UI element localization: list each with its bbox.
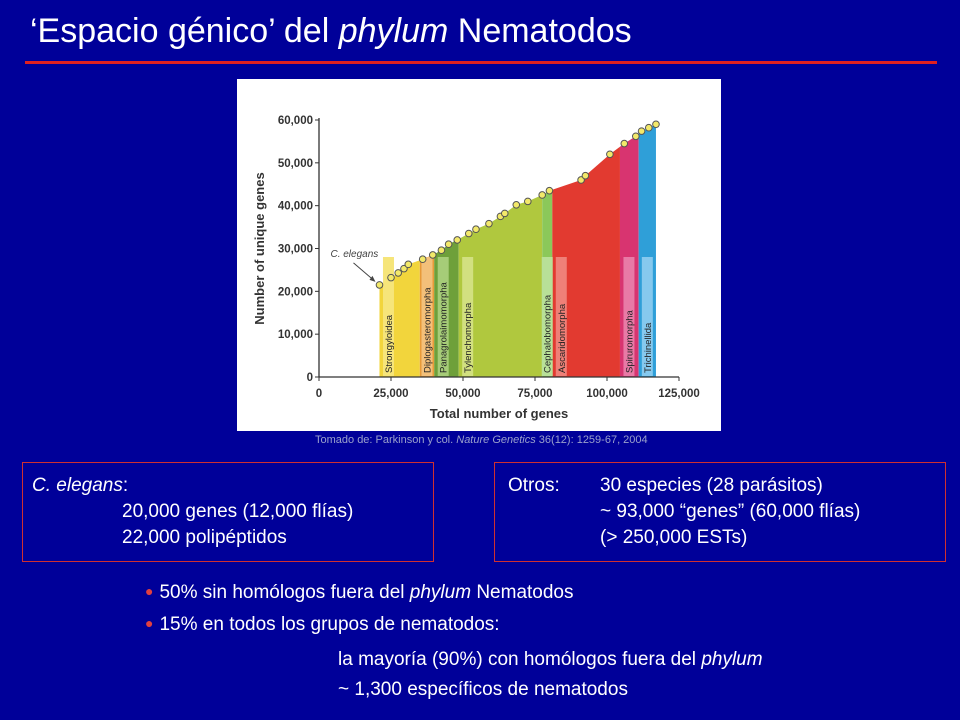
data-point [545, 186, 554, 195]
label-band-diplogasteromorpha [421, 257, 433, 376]
data-point [637, 127, 646, 135]
bullet-1-text-end: Nematodos [471, 582, 574, 603]
area-tylenchomorpha [458, 194, 543, 377]
c-elegans-label: C. elegans: [32, 473, 128, 498]
data-point [620, 139, 629, 148]
bullet-1-phylum: phylum [409, 582, 472, 603]
others-species: 30 especies (28 parásitos) [600, 475, 823, 496]
title-phylum: phylum [338, 12, 449, 50]
data-point [444, 240, 453, 249]
data-point [472, 225, 480, 234]
data-point [437, 246, 446, 255]
clade-label-strongyloidea: Strongyloidea [384, 314, 395, 373]
data-point [428, 251, 437, 259]
data-point [644, 123, 653, 132]
caption-text-start: Tomado de: Parkinson y col. [315, 434, 457, 446]
y-tick-label: 60,000 [278, 115, 313, 127]
data-point [418, 255, 427, 264]
others-genes: ~ 93,000 “genes” (60,000 flías) [600, 501, 861, 522]
label-band-spiruromorpha [623, 257, 635, 376]
bullet-2-text: 15% en todos los grupos de nematodos: [159, 614, 500, 635]
data-point [464, 229, 473, 238]
x-tick-label: 0 [316, 388, 322, 400]
data-point [394, 269, 402, 277]
y-tick-label: 20,000 [278, 286, 313, 298]
title-text-end: Nematodos [448, 12, 632, 50]
x-tick-label: 125,000 [658, 388, 700, 400]
data-point [500, 209, 509, 218]
label-band-ascaridomorpha [555, 257, 567, 376]
label-band-panagrolaimomorpha [437, 257, 449, 376]
data-point [512, 201, 521, 209]
y-axis-title: Number of unique genes [252, 172, 267, 324]
bullet-dot-icon: ● [145, 583, 154, 599]
others-box: Otros: 30 especies (28 parásitos) ~ 93,0… [494, 462, 946, 562]
x-tick-label: 25,000 [373, 388, 408, 400]
c-elegans-colon: : [122, 475, 129, 496]
data-point [524, 197, 532, 206]
data-point [652, 120, 660, 129]
figure-caption: Tomado de: Parkinson y col. Nature Genet… [315, 434, 648, 446]
bullet-item-2: ● 15% en todos los grupos de nematodos: [145, 614, 500, 636]
label-band-strongyloidea [382, 257, 394, 376]
label-band-cephalobomorpha [541, 257, 553, 376]
label-band-tylenchomorpha [462, 257, 474, 376]
y-tick-label: 0 [307, 372, 313, 384]
sub-1-phylum: phylum [701, 649, 763, 670]
c-elegans-genes: 20,000 genes (12,000 flías) [122, 501, 354, 522]
data-point [375, 281, 384, 289]
y-tick-label: 10,000 [278, 329, 313, 341]
data-point [485, 219, 493, 228]
clade-label-panagrolaimomorpha: Panagrolaimomorpha [439, 281, 450, 373]
data-point [404, 260, 413, 269]
y-tick-label: 50,000 [278, 158, 313, 170]
clade-label-trichinellida: Trichinellida [643, 322, 654, 373]
figure-panel: Strongyloidea Diplogasteromorpha Panagrola… [237, 79, 721, 431]
sub-1-text: la mayoría (90%) con homólogos fuera del [338, 649, 702, 670]
c-elegans-annotation: C. elegans [330, 249, 378, 260]
c-elegans-name: C. elegans [32, 475, 123, 496]
data-point [387, 273, 395, 282]
clade-label-tylenchomorpha: Tylenchomorpha [463, 302, 474, 373]
data-point [606, 150, 614, 159]
bullet-item-1: ● 50% sin homólogos fuera del phylum Nema… [145, 582, 574, 604]
area-ascaridomorpha [552, 146, 620, 377]
others-label: Otros: [508, 475, 560, 496]
data-point [538, 191, 547, 199]
clade-label-cephalobomorpha: Cephalobomorpha [543, 294, 554, 373]
sub-item-1: la mayoría (90%) con homólogos fuera del… [338, 649, 763, 671]
caption-journal: Nature Genetics [456, 434, 536, 446]
clade-label-spiruromorpha: Spiruromorpha [624, 309, 635, 373]
label-band-trichinellida [641, 257, 653, 376]
sub-item-2: ~ 1,300 específicos de nematodos [338, 679, 628, 700]
c-elegans-polypeptides: 22,000 polipéptidos [122, 527, 287, 548]
c-elegans-box: C. elegans: 20,000 genes (12,000 flías) … [22, 462, 434, 562]
slide-title: ‘Espacio génico’ del phylum Nematodos [30, 12, 632, 51]
bullet-dot-icon: ● [145, 615, 154, 631]
x-tick-label: 75,000 [517, 388, 552, 400]
title-underline [25, 61, 937, 64]
data-point [581, 171, 590, 180]
x-tick-label: 50,000 [445, 388, 480, 400]
clade-label-ascaridomorpha: Ascaridomorpha [557, 303, 568, 373]
x-tick-label: 100,000 [586, 388, 628, 400]
gene-space-chart: Strongyloidea Diplogasteromorpha Panagrola… [252, 115, 700, 421]
y-tick-label: 30,000 [278, 244, 313, 256]
y-tick-label: 40,000 [278, 201, 313, 213]
caption-text-end: 36(12): 1259-67, 2004 [535, 434, 648, 446]
x-axis-title: Total number of genes [430, 406, 568, 421]
annotation-arrowhead-icon [369, 275, 376, 282]
title-text-start: ‘Espacio génico’ del [30, 12, 339, 50]
data-point [632, 132, 640, 141]
others-ests: (> 250,000 ESTs) [600, 527, 748, 548]
clade-label-diplogasteromorpha: Diplogasteromorpha [423, 287, 434, 373]
data-point [453, 236, 462, 244]
bullet-1-text-start: 50% sin homólogos fuera del [159, 582, 410, 603]
